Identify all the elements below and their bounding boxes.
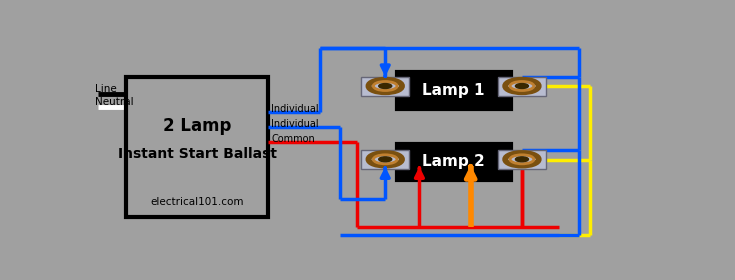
Circle shape [515,83,528,88]
Bar [397,73,511,109]
Text: Individual: Individual [271,119,319,129]
Bar [498,77,546,96]
Text: Lamp 1: Lamp 1 [423,83,485,98]
Text: 2 Lamp: 2 Lamp [163,117,232,135]
Text: Lamp 2: Lamp 2 [422,154,485,169]
Text: electrical101.com: electrical101.com [151,197,244,207]
Circle shape [379,83,392,88]
Text: Common: Common [271,134,315,144]
Text: Individual: Individual [271,104,319,114]
Circle shape [515,157,528,162]
Text: Neutral: Neutral [95,97,133,106]
Bar [126,77,268,217]
Text: Line: Line [95,83,116,94]
Bar [397,144,511,180]
Bar [498,150,546,169]
Bar [362,77,409,96]
Bar [362,150,409,169]
Text: Instant Start Ballast: Instant Start Ballast [118,147,277,161]
Circle shape [379,157,392,162]
